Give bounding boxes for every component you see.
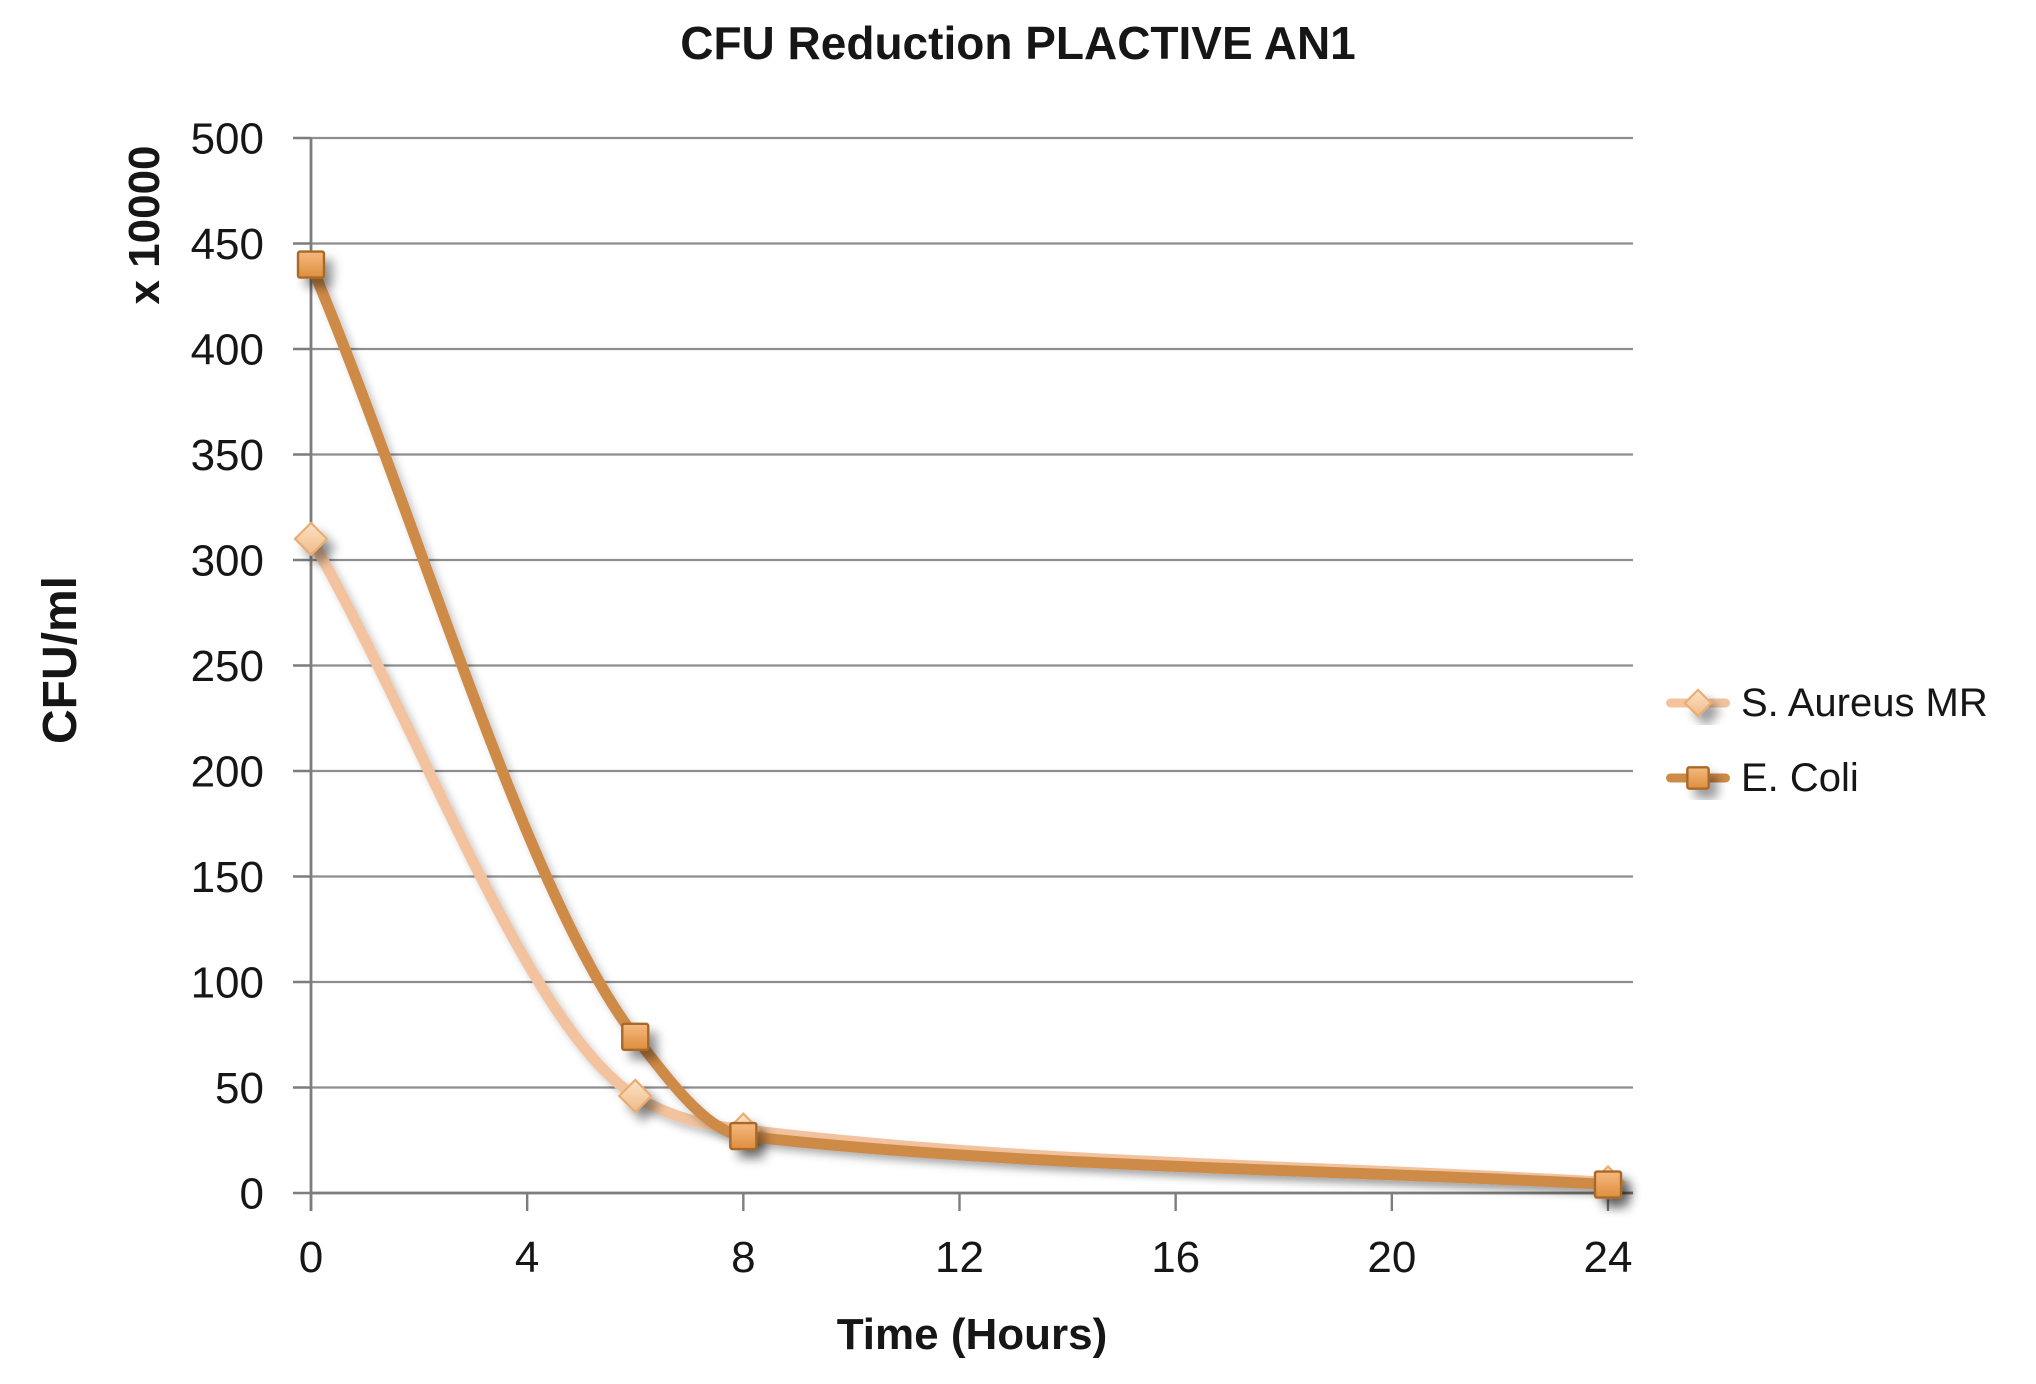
x-tick-label: 12 bbox=[935, 1233, 984, 1282]
marker-square bbox=[729, 1121, 758, 1151]
y-tick-label: 250 bbox=[191, 642, 264, 691]
y-tick-label: 300 bbox=[191, 536, 264, 585]
marker-square bbox=[621, 1022, 650, 1052]
legend-label: S. Aureus MR bbox=[1741, 680, 1988, 725]
y-tick-label: 150 bbox=[191, 853, 264, 902]
x-tick-label: 4 bbox=[515, 1233, 539, 1282]
marker-square bbox=[1593, 1170, 1623, 1199]
y-tick-label: 400 bbox=[191, 325, 264, 374]
series-line-e-coli bbox=[305, 259, 1614, 1191]
y-tick-label: 50 bbox=[215, 1064, 264, 1113]
y-tick-label: 100 bbox=[191, 958, 264, 1007]
marker-diamond bbox=[617, 1078, 653, 1114]
x-tick-label: 16 bbox=[1151, 1233, 1200, 1282]
marker-square bbox=[1686, 766, 1710, 790]
marker-diamond bbox=[1683, 688, 1713, 718]
legend-marker-square-icon bbox=[1666, 766, 1730, 790]
legend-marker-diamond-icon bbox=[1666, 688, 1730, 718]
chart-title: CFU Reduction PLACTIVE AN1 bbox=[680, 17, 1356, 69]
series-e-coli bbox=[296, 250, 1623, 1199]
y-tick-label: 200 bbox=[191, 747, 264, 796]
y-tick-label: 500 bbox=[191, 114, 264, 163]
y-tick-label: 350 bbox=[191, 431, 264, 480]
x-axis-title: Time (Hours) bbox=[836, 1310, 1108, 1359]
x-tick-label: 20 bbox=[1367, 1233, 1416, 1282]
legend-item-s-aureus-mr: S. Aureus MR bbox=[1666, 681, 1988, 725]
series-line-s-aureus-mr bbox=[305, 533, 1614, 1188]
marker-square bbox=[296, 250, 326, 279]
x-tick-label: 8 bbox=[731, 1233, 755, 1282]
y-tick-label: 450 bbox=[191, 220, 264, 269]
legend: S. Aureus MR E. Coli bbox=[1666, 681, 1988, 800]
marker-diamond bbox=[293, 521, 329, 557]
legend-label: E. Coli bbox=[1741, 755, 1859, 800]
series-s-aureus-mr bbox=[293, 521, 1626, 1201]
y-tick-label: 0 bbox=[240, 1169, 264, 1218]
x-tick-label: 24 bbox=[1584, 1233, 1633, 1282]
legend-item-e-coli: E. Coli bbox=[1666, 756, 1988, 800]
x-tick-label: 0 bbox=[299, 1233, 323, 1282]
